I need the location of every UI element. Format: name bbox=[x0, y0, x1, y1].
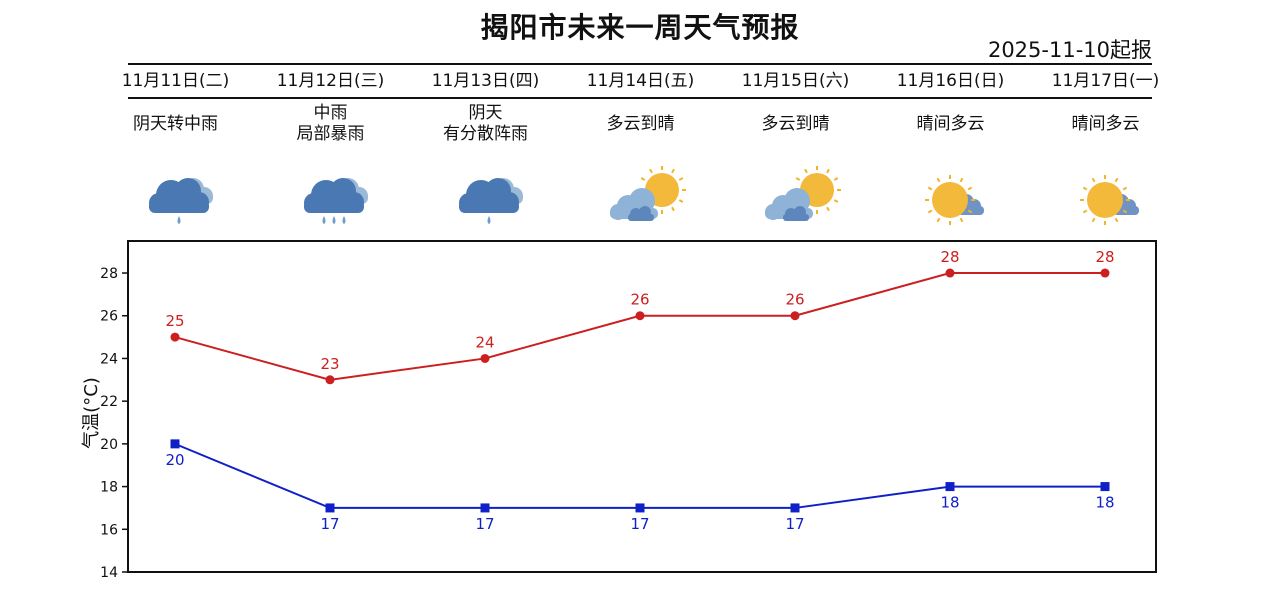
day-weather: 多云到晴 bbox=[563, 114, 718, 135]
sun-with-cloud-icon bbox=[925, 175, 984, 225]
day-date: 11月13日(四) bbox=[431, 71, 540, 91]
sun-behind-cloud-icon bbox=[610, 166, 686, 221]
day-weather-line: 晴间多云 bbox=[1071, 114, 1140, 134]
day-weather-line: 有分散阵雨 bbox=[443, 124, 528, 144]
y-tick-label: 14 bbox=[100, 565, 118, 581]
data-label: 26 bbox=[630, 291, 649, 309]
page-title: 揭阳市未来一周天气预报 bbox=[480, 11, 800, 44]
y-tick-label: 18 bbox=[100, 480, 118, 496]
day-weather-line: 阴天转中雨 bbox=[133, 114, 218, 134]
series-point bbox=[170, 332, 180, 342]
series-point bbox=[1100, 482, 1110, 492]
data-label: 20 bbox=[165, 451, 184, 469]
y-tick-label: 16 bbox=[100, 522, 118, 538]
data-label: 17 bbox=[630, 515, 649, 533]
series-point bbox=[790, 311, 800, 321]
series-point bbox=[170, 439, 180, 449]
day-weather: 中雨 局部暴雨 bbox=[253, 103, 408, 145]
series-point bbox=[1100, 268, 1110, 278]
day-weather-line: 局部暴雨 bbox=[296, 124, 365, 144]
y-tick-label: 28 bbox=[100, 266, 118, 282]
y-tick-label: 26 bbox=[100, 309, 118, 325]
series-point bbox=[790, 503, 800, 513]
day-weather: 多云到晴 bbox=[718, 114, 873, 135]
day-weather-line: 中雨 bbox=[313, 103, 348, 123]
series-point bbox=[480, 353, 490, 363]
day-date: 11月12日(三) bbox=[276, 71, 385, 91]
cloud-rain-icon bbox=[149, 178, 213, 224]
data-label: 24 bbox=[475, 333, 494, 351]
y-tick-label: 20 bbox=[100, 437, 118, 453]
day-date: 11月17日(一) bbox=[1051, 71, 1160, 91]
series-point bbox=[325, 503, 335, 513]
sun-with-cloud-icon bbox=[1080, 175, 1139, 225]
issue-date: 2025-11-10起报 bbox=[987, 38, 1152, 62]
y-tick-label: 22 bbox=[100, 394, 118, 410]
day-weather-line: 阴天 bbox=[468, 103, 503, 123]
cloud-rain-icon bbox=[459, 178, 523, 224]
day-date: 11月16日(日) bbox=[896, 71, 1005, 91]
day-date: 11月15日(六) bbox=[741, 71, 850, 91]
series-point bbox=[635, 503, 645, 513]
data-label: 25 bbox=[165, 312, 184, 330]
day-weather-line: 晴间多云 bbox=[916, 114, 985, 134]
day-weather: 晴间多云 bbox=[1028, 114, 1183, 135]
sun-behind-cloud-icon bbox=[765, 166, 841, 221]
data-label: 28 bbox=[1095, 248, 1114, 266]
data-label: 23 bbox=[320, 355, 339, 373]
series-point bbox=[945, 268, 955, 278]
plot-frame bbox=[127, 240, 1157, 573]
series-point bbox=[635, 311, 645, 321]
y-tick-label: 24 bbox=[100, 351, 118, 367]
data-label: 17 bbox=[475, 515, 494, 533]
data-label: 18 bbox=[1095, 494, 1114, 512]
data-label: 28 bbox=[940, 248, 959, 266]
series-line bbox=[174, 272, 1105, 381]
data-label: 26 bbox=[785, 291, 804, 309]
day-weather-line: 多云到晴 bbox=[761, 114, 830, 134]
day-weather: 阴天 有分散阵雨 bbox=[408, 103, 563, 145]
y-axis-label: 气温(°C) bbox=[81, 377, 102, 449]
day-weather: 晴间多云 bbox=[873, 114, 1028, 135]
series-point bbox=[945, 482, 955, 492]
header-rule-top bbox=[128, 63, 1152, 65]
header-rule-bottom bbox=[128, 97, 1152, 99]
series-point bbox=[480, 503, 490, 513]
day-date: 11月14日(五) bbox=[586, 71, 695, 91]
series-point bbox=[325, 375, 335, 385]
series-line bbox=[174, 442, 1105, 509]
cloud-heavy-rain-icon bbox=[304, 178, 368, 224]
data-label: 18 bbox=[940, 494, 959, 512]
data-label: 17 bbox=[785, 515, 804, 533]
day-date: 11月11日(二) bbox=[121, 71, 230, 91]
data-label: 17 bbox=[320, 515, 339, 533]
day-weather: 阴天转中雨 bbox=[98, 114, 253, 135]
day-weather-line: 多云到晴 bbox=[606, 114, 675, 134]
